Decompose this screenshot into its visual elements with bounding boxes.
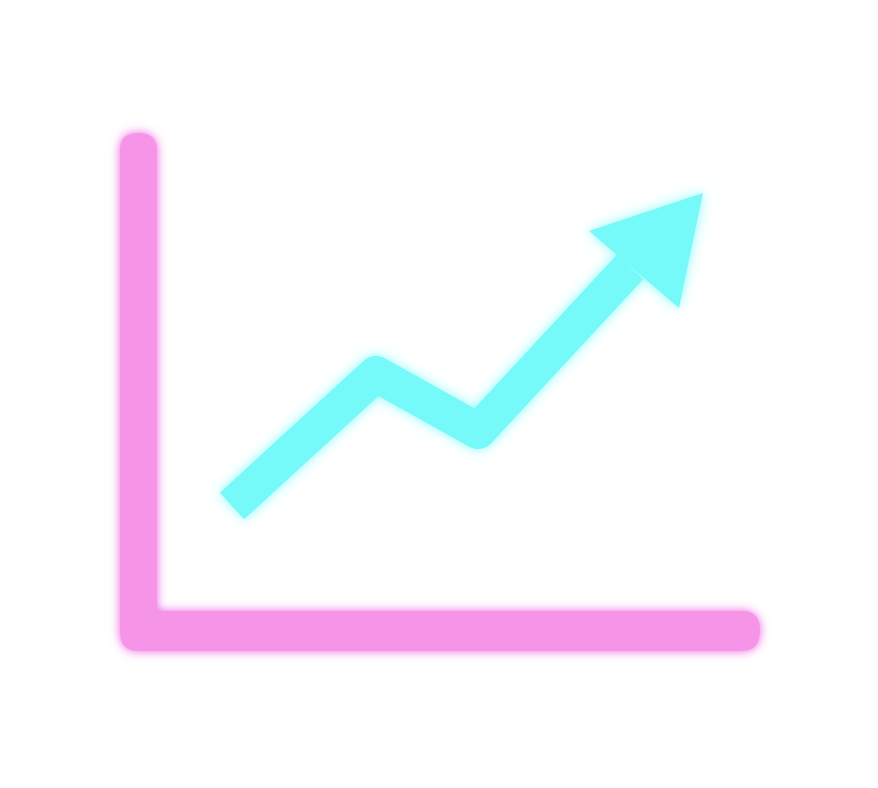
arrow-head — [589, 193, 703, 308]
trend-line — [219, 254, 644, 520]
trend-up-arrow-icon — [219, 193, 703, 520]
